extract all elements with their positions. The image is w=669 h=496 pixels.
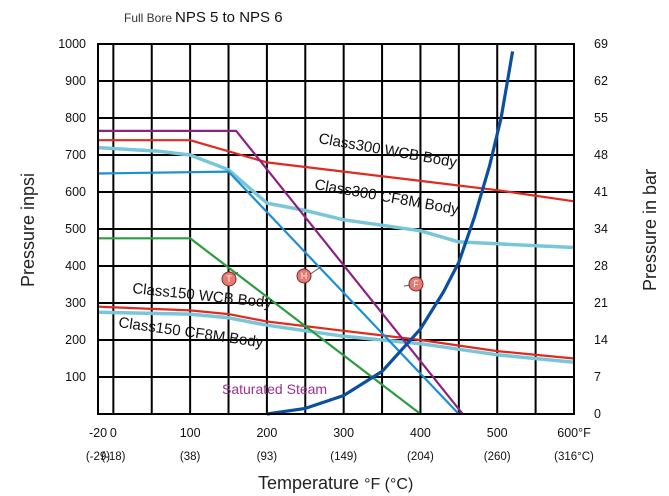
series-line-4 [97, 170, 460, 415]
y-tick-right-4: 41 [594, 185, 608, 199]
marker-f-label: F [413, 279, 419, 289]
x-tick-c-2: (38) [180, 451, 201, 463]
y-tick-left-9: 100 [65, 370, 86, 384]
y-tick-right-5: 34 [594, 222, 608, 236]
y-tick-right-6: 28 [594, 259, 608, 273]
series-line-6 [98, 129, 464, 415]
series-lines [97, 51, 575, 416]
x-tick-f-3: 200 [256, 426, 277, 440]
y-ticks-left: 1000 900 800 700 600 500 400 300 200 100 [58, 37, 86, 384]
y-tick-right-9: 7 [594, 370, 601, 384]
y-tick-right-1: 62 [594, 74, 608, 88]
y-tick-left-5: 500 [65, 222, 86, 236]
y-tick-left-4: 600 [65, 185, 86, 199]
x-tick-f-2: 100 [180, 426, 201, 440]
subtitle-prefix: Full Bore : [124, 11, 179, 25]
x-tick-c-4: (149) [330, 451, 357, 463]
y-axis-label-left: Pressure inpsi [18, 173, 38, 287]
series-line-7 [266, 51, 515, 416]
x-tick-f-1: 0 [110, 426, 117, 440]
x-tick-c-1: (-18) [101, 451, 125, 463]
x-tick-f-5: 400 [410, 426, 431, 440]
label-class300-wcb: Class300 WCB Body [317, 130, 458, 171]
y-axis-label-right: Pressure in bar [640, 169, 660, 291]
y-tick-right-7: 21 [594, 296, 608, 310]
marker-t-label: T [226, 274, 232, 284]
marker-t: T [221, 271, 239, 287]
x-tick-f-0: -20 [89, 426, 107, 440]
x-tick-c-3: (93) [257, 451, 278, 463]
y-ticks-right: 69 62 55 48 41 34 28 21 14 7 0 [594, 37, 608, 421]
plot-frame [97, 43, 575, 415]
y-tick-right-0: 69 [594, 37, 608, 51]
x-tick-c-7: (316°C) [554, 451, 594, 463]
x-tick-f-6: 500 [487, 426, 508, 440]
chart-subtitle: NPS 5 to NPS 6 [175, 9, 283, 26]
y-tick-right-3: 48 [594, 148, 608, 162]
y-tick-left-6: 400 [65, 259, 86, 273]
x-axis-label-unit: °F (°C) [364, 476, 413, 493]
marker-h: H [296, 265, 323, 284]
series-line-5 [98, 237, 422, 415]
series-line-3 [97, 310, 575, 364]
y-tick-left-0: 1000 [58, 37, 86, 51]
marker-f: F [403, 276, 424, 292]
x-ticks-celsius: (-29)(-18) (38) (93) (149) (204) (260) (316°C) [86, 451, 594, 463]
y-tick-left-8: 200 [65, 333, 86, 347]
y-tick-right-10: 0 [594, 407, 601, 421]
x-tick-c-6: (260) [484, 451, 511, 463]
series-line-1 [97, 145, 575, 250]
y-tick-left-3: 700 [65, 148, 86, 162]
y-tick-left-7: 300 [65, 296, 86, 310]
x-tick-c-5: (204) [407, 451, 434, 463]
x-tick-f-4: 300 [333, 426, 354, 440]
grid [98, 44, 574, 414]
y-tick-right-8: 14 [594, 333, 608, 347]
y-tick-left-2: 800 [65, 111, 86, 125]
label-saturated-steam: Saturated Steam [222, 381, 327, 397]
x-tick-f-7: 600°F [557, 426, 591, 440]
y-tick-right-2: 55 [594, 111, 608, 125]
x-axis-label-main: Temperature [258, 473, 364, 493]
y-tick-left-1: 900 [65, 74, 86, 88]
x-ticks-fahrenheit: -20 0 100 200 300 400 500 600°F [89, 426, 591, 440]
x-tick-c-0: (-29) [86, 451, 110, 463]
marker-h-label: H [301, 271, 308, 281]
x-axis-label: Temperature °F (°C) [258, 473, 413, 493]
